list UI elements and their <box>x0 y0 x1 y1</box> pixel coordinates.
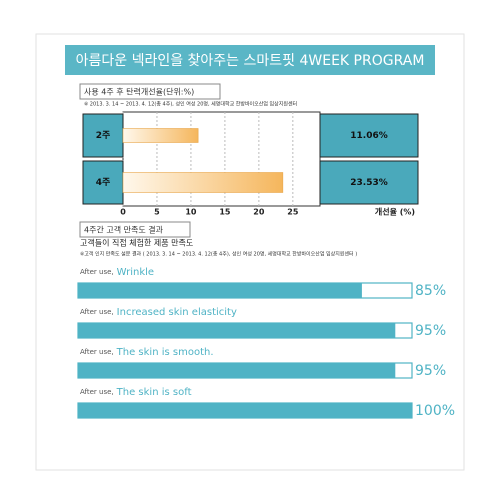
section-label-box <box>79 221 191 238</box>
category-label: The skin is smooth. <box>116 347 214 358</box>
bar <box>122 128 199 143</box>
chart-note: ※고객 인지 만족도 설문 결과 ( 2013. 3. 14 ~ 2013. 4… <box>80 251 357 258</box>
x-tick-label: 5 <box>154 208 160 217</box>
section-label-box <box>79 83 221 100</box>
value-label: 100% <box>415 403 455 419</box>
category-label: Wrinkle <box>117 267 154 278</box>
chart-subtitle: 고객들이 직접 체험한 제품 만족도 <box>80 238 193 248</box>
bar <box>78 283 362 298</box>
header-band <box>65 45 435 75</box>
bar <box>122 172 284 193</box>
x-tick-label: 15 <box>219 208 231 217</box>
row-label: After use, The skin is soft <box>80 387 192 398</box>
value-box <box>319 160 419 205</box>
x-tick-label: 25 <box>287 208 299 217</box>
row-label: After use, Wrinkle <box>80 267 154 278</box>
row-prefix: After use, <box>80 348 114 356</box>
bar <box>78 403 412 418</box>
bar <box>78 323 396 338</box>
x-tick-label: 0 <box>120 208 126 217</box>
frame <box>35 33 465 471</box>
row-prefix: After use, <box>80 388 114 396</box>
category-label: Increased skin elasticity <box>117 307 237 318</box>
x-axis-label: 개선율 (%) <box>375 207 415 217</box>
header-title: 아름다운 넥라인을 찾아주는 스마트핏 4WEEK PROGRAM <box>76 53 425 69</box>
row-prefix: After use, <box>80 308 114 316</box>
category-label: The skin is soft <box>116 387 192 398</box>
category-label: 4주 <box>96 177 111 188</box>
value-box <box>319 113 419 158</box>
row-prefix: After use, <box>80 268 114 276</box>
value-label: 95% <box>415 363 446 379</box>
chart-title: 4주간 고객 만족도 결과 <box>84 225 164 235</box>
bar <box>78 363 396 378</box>
category-label: 2주 <box>96 130 111 141</box>
value-label: 95% <box>415 323 446 339</box>
value-label: 85% <box>415 283 446 299</box>
chart-title: 사용 4주 후 탄력개선율(단위:%) <box>84 87 194 97</box>
value-label: 11.06% <box>350 131 388 141</box>
row-label: After use, Increased skin elasticity <box>80 307 237 318</box>
row-label: After use, The skin is smooth. <box>80 347 214 358</box>
category-box <box>82 160 124 205</box>
x-tick-label: 10 <box>185 208 197 217</box>
value-label: 23.53% <box>350 178 388 188</box>
chart-note: ※ 2013. 3. 14 ~ 2013. 4. 12(총 4주), 성인 여성… <box>84 101 297 108</box>
x-tick-label: 20 <box>253 208 265 217</box>
